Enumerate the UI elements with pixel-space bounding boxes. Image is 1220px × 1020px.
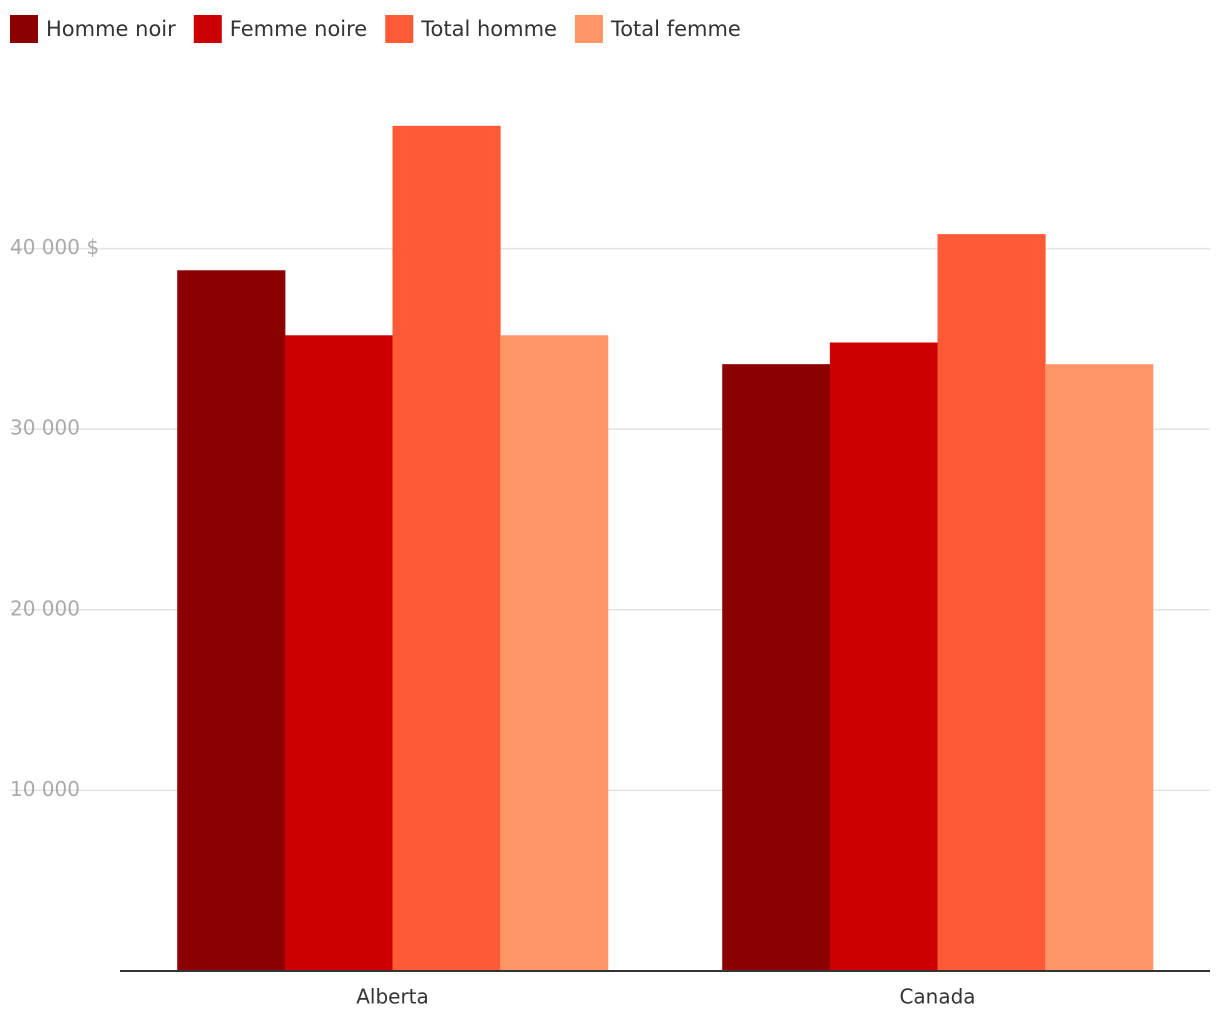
legend-label: Homme noir bbox=[46, 17, 176, 41]
legend-label: Total femme bbox=[610, 17, 741, 41]
bar bbox=[392, 125, 501, 972]
bar bbox=[829, 342, 938, 972]
legend-swatch bbox=[10, 15, 38, 43]
bar bbox=[177, 270, 286, 972]
legend-label: Femme noire bbox=[230, 17, 367, 41]
y-tick-label: 20 000 bbox=[10, 596, 80, 620]
legend-label: Total homme bbox=[420, 17, 557, 41]
x-tick-label: Alberta bbox=[356, 985, 429, 1009]
bar bbox=[1045, 364, 1154, 972]
y-tick-label: 10 000 bbox=[10, 777, 80, 801]
legend-swatch bbox=[574, 15, 603, 43]
y-tick-label: 30 000 bbox=[10, 416, 80, 440]
bar bbox=[937, 234, 1046, 972]
legend-swatch bbox=[385, 15, 414, 43]
x-tick-label: Canada bbox=[899, 985, 975, 1009]
legend-swatch bbox=[193, 15, 222, 43]
bar bbox=[722, 364, 831, 972]
y-tick-label: 40 000 $ bbox=[10, 235, 99, 259]
bar bbox=[500, 335, 609, 972]
bar bbox=[284, 335, 393, 972]
